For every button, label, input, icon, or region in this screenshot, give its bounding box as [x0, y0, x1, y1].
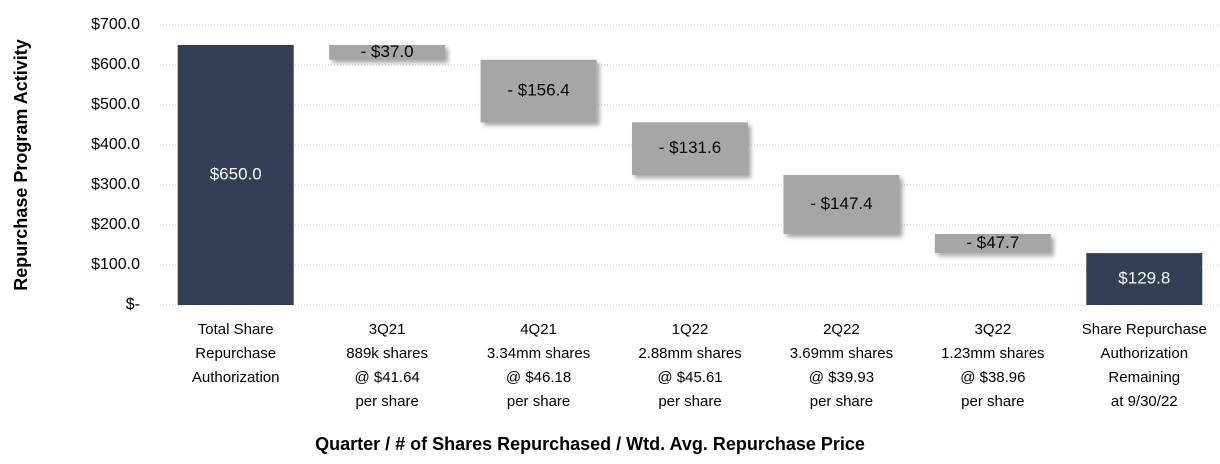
x-tick-label: at 9/30/22: [1111, 393, 1178, 410]
value-label: $129.8: [1118, 269, 1170, 288]
x-tick-label: Authorization: [192, 369, 280, 386]
x-tick-label: Remaining: [1108, 369, 1180, 386]
x-tick-label: Authorization: [1101, 345, 1189, 362]
bar: [480, 59, 597, 123]
x-tick-label: 2Q22: [823, 321, 860, 338]
value-label: - $47.7: [966, 233, 1019, 252]
x-tick-label: per share: [810, 393, 873, 410]
y-tick-label: $200.0: [91, 216, 140, 233]
bar: [1086, 253, 1203, 305]
bar: [783, 175, 900, 234]
x-tick-label: @ $39.93: [809, 369, 874, 386]
bar: [934, 233, 1051, 254]
x-tick-label: Repurchase: [195, 345, 276, 362]
x-tick-label: 2.88mm shares: [638, 345, 741, 362]
x-tick-label: 4Q21: [520, 321, 557, 338]
y-axis-title: Repurchase Program Activity: [11, 39, 31, 290]
x-tick-label: per share: [355, 393, 418, 410]
y-tick-label: $700.0: [91, 16, 140, 33]
x-tick-label: 3.69mm shares: [790, 345, 893, 362]
value-label: - $147.4: [810, 194, 872, 213]
x-tick-label: 3.34mm shares: [487, 345, 590, 362]
x-tick-label: 889k shares: [346, 345, 428, 362]
x-tick-label: 1.23mm shares: [941, 345, 1044, 362]
y-tick-label: $500.0: [91, 96, 140, 113]
y-tick-label: $400.0: [91, 136, 140, 153]
y-tick-label: $100.0: [91, 256, 140, 273]
x-axis-title: Quarter / # of Shares Repurchased / Wtd.…: [315, 434, 865, 454]
x-tick-label: per share: [658, 393, 721, 410]
x-tick-label: Total Share: [198, 321, 274, 338]
y-tick-label: $-: [126, 296, 140, 313]
x-tick-label: @ $38.96: [960, 369, 1025, 386]
x-tick-label: per share: [961, 393, 1024, 410]
x-tick-label: @ $41.64: [355, 369, 420, 386]
x-tick-label: 3Q21: [369, 321, 406, 338]
x-tick-label: Share Repurchase: [1082, 321, 1207, 338]
value-label: - $156.4: [507, 81, 569, 100]
x-tick-label: @ $45.61: [657, 369, 722, 386]
x-tick-label: @ $46.18: [506, 369, 571, 386]
bar: [329, 45, 446, 60]
y-tick-label: $600.0: [91, 56, 140, 73]
value-label: - $131.6: [659, 138, 721, 157]
x-tick-label: per share: [507, 393, 570, 410]
bar: [177, 45, 294, 305]
bar: [632, 122, 748, 175]
x-tick-label: 1Q22: [672, 321, 709, 338]
x-tick-label: 3Q22: [975, 321, 1012, 338]
value-label: $650.0: [210, 164, 262, 183]
value-label: - $37.0: [361, 42, 414, 61]
y-tick-label: $300.0: [91, 176, 140, 193]
